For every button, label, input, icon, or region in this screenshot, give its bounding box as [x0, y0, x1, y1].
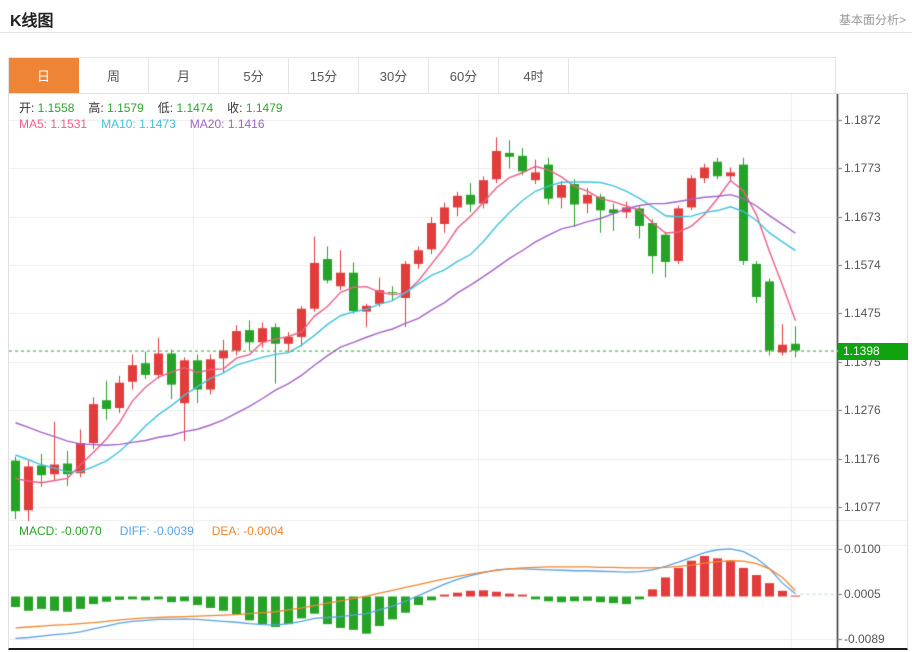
legend-macd-label-0: MACD: [19, 524, 58, 538]
legend-macd-value-1: -0.0039 [149, 524, 194, 538]
legend-ohlc-label-1: 高: [88, 101, 104, 115]
legend-macd-value-2: -0.0004 [239, 524, 284, 538]
legend-ma-item-0: MA5: 1.1531 [19, 117, 87, 131]
legend-ma-label-0: MA5: [19, 117, 48, 131]
legend-ohlc-item-2: 低: 1.1474 [158, 101, 213, 115]
legend-ohlc-item-0: 开: 1.1558 [19, 101, 74, 115]
legend-ma-label-2: MA20: [189, 117, 225, 131]
macd-axis-tick-1: 0.0005 [844, 587, 881, 602]
tab-strip-filler [569, 58, 835, 93]
ohlc-legend: 开: 1.1558 高: 1.1579 低: 1.1474 收: 1.1479 [19, 99, 297, 116]
legend-macd-label-2: DEA: [211, 524, 240, 538]
legend-macd-item-0: MACD: -0.0070 [19, 524, 102, 538]
legend-ohlc-value-3: 1.1479 [242, 101, 283, 115]
main-axis-tick-7: 1.1176 [844, 451, 880, 466]
kline-chart: 开: 1.1558 高: 1.1579 低: 1.1474 收: 1.1479 MA5… [8, 93, 908, 650]
kline-canvas[interactable] [9, 94, 907, 648]
main-axis-tick-0: 1.1872 [844, 112, 881, 127]
interval-tab-6[interactable]: 60分 [429, 58, 499, 93]
main-axis-tick-3: 1.1574 [844, 257, 881, 272]
legend-ma-label-1: MA10: [101, 117, 136, 131]
main-axis-tick-1: 1.1773 [844, 161, 881, 175]
main-axis-tick-2: 1.1673 [844, 209, 881, 224]
legend-ohlc-value-0: 1.1558 [34, 101, 75, 115]
ma-legend: MA5: 1.1531 MA10: 1.1473 MA20: 1.1416 [19, 117, 279, 131]
legend-macd-value-0: -0.0070 [57, 524, 102, 538]
legend-ma-item-1: MA10: 1.1473 [101, 117, 176, 131]
legend-macd-label-1: DIFF: [119, 524, 150, 538]
main-axis-tick-6: 1.1276 [844, 402, 881, 417]
main-axis-tick-4: 1.1475 [844, 306, 881, 321]
legend-ohlc-label-0: 开: [19, 101, 35, 115]
legend-ma-value-0: 1.1531 [47, 117, 88, 131]
macd-axis-tick-2: -0.0089 [844, 631, 885, 646]
interval-tab-7[interactable]: 4时 [499, 58, 569, 93]
fundamental-analysis-link[interactable]: 基本面分析> [838, 13, 906, 27]
legend-macd-item-2: DEA: -0.0004 [212, 524, 284, 538]
legend-macd-item-1: DIFF: -0.0039 [120, 524, 194, 538]
legend-ma-item-2: MA20: 1.1416 [190, 117, 265, 131]
interval-tab-0[interactable]: 日 [9, 58, 79, 93]
legend-ohlc-item-3: 收: 1.1479 [227, 101, 282, 115]
legend-ohlc-item-1: 高: 1.1579 [88, 101, 143, 115]
interval-tab-1[interactable]: 周 [79, 58, 149, 93]
page-title: K线图 [10, 13, 54, 30]
interval-tab-2[interactable]: 月 [149, 58, 219, 93]
legend-ma-value-2: 1.1416 [224, 117, 265, 131]
main-axis-tick-8: 1.1077 [844, 499, 881, 514]
macd-axis-tick-0: 0.0100 [844, 541, 881, 556]
header-divider [0, 32, 912, 33]
legend-ohlc-label-3: 收: [227, 101, 243, 115]
macd-legend: MACD: -0.0070 DIFF: -0.0039 DEA: -0.0004 [19, 524, 302, 538]
legend-ohlc-value-2: 1.1474 [173, 101, 214, 115]
interval-tab-4[interactable]: 15分 [289, 58, 359, 93]
interval-tab-5[interactable]: 30分 [359, 58, 429, 93]
page-header: K线图 基本面分析> [0, 0, 912, 32]
legend-ohlc-label-2: 低: [157, 101, 174, 115]
legend-ma-value-1: 1.1473 [135, 117, 176, 131]
last-price-badge: 1.1398 [838, 342, 908, 360]
legend-ohlc-value-1: 1.1579 [103, 101, 144, 115]
interval-tabs: 日周月 5分 15分 30分 60分 4时 [8, 57, 836, 93]
interval-tab-3[interactable]: 5分 [219, 58, 289, 93]
